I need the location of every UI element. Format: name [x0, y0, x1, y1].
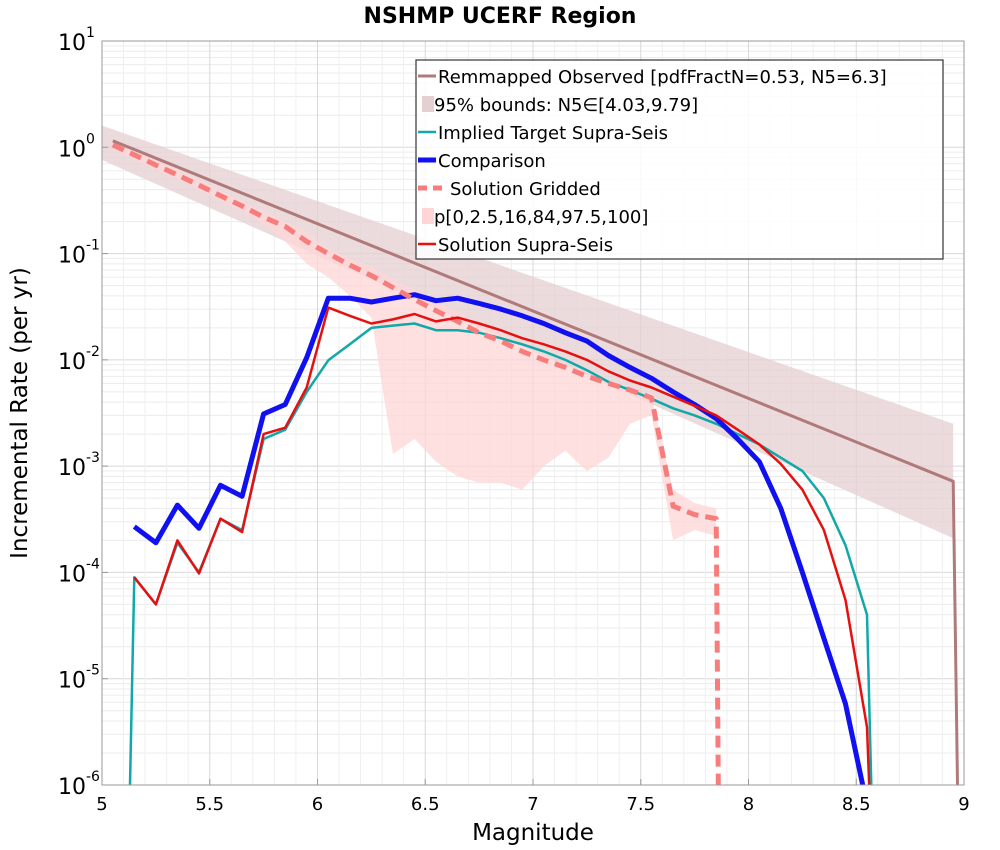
- y-tick-label: 10 0: [58, 131, 95, 162]
- x-axis-label: Magnitude: [472, 820, 594, 846]
- y-tick-exponent: -1: [86, 238, 100, 254]
- y-tick-exponent: -2: [86, 344, 100, 360]
- y-tick-exponent: -5: [86, 663, 100, 679]
- y-tick-label: 10 -5: [58, 663, 100, 694]
- x-tick-label: 6: [312, 794, 323, 815]
- x-tick-label: 5.5: [195, 794, 224, 815]
- plot-area: [102, 125, 959, 786]
- legend-item: Comparison: [418, 151, 546, 172]
- y-tick-label: 10 -4: [58, 556, 100, 587]
- x-tick-label: 7.5: [626, 794, 655, 815]
- legend-item: Implied Target Supra-Seis: [418, 123, 668, 144]
- legend-item: p[0,2.5,16,84,97.5,100]: [422, 207, 648, 228]
- legend-label: 95% bounds: N5∈[4.03,9.79]: [434, 95, 698, 116]
- x-tick-label: 9: [958, 794, 969, 815]
- y-tick-label: 10 -6: [58, 769, 100, 800]
- y-tick-base: 10: [58, 350, 86, 375]
- series-4-line: [132, 292, 866, 786]
- legend-label: p[0,2.5,16,84,97.5,100]: [434, 207, 648, 228]
- legend-swatch: [422, 96, 434, 112]
- x-axis: 5 5.5 6 6.5 7 7.5 8 8.5 9: [96, 779, 970, 815]
- y-tick-base: 10: [58, 31, 86, 56]
- legend-label: Implied Target Supra-Seis: [438, 123, 668, 144]
- y-tick-exponent: -3: [86, 450, 100, 466]
- x-tick-label: 8.5: [842, 794, 871, 815]
- legend-item: Solution Supra-Seis: [418, 235, 613, 256]
- legend-item: 95% bounds: N5∈[4.03,9.79]: [422, 95, 698, 116]
- y-tick-label: 10 1: [58, 25, 95, 56]
- y-tick-label: 10 -2: [58, 344, 100, 375]
- legend-item: Solution Gridded: [418, 179, 601, 200]
- legend-swatch: [422, 208, 434, 224]
- legend: Remmapped Observed [pdfFractN=0.53, N5=6…: [415, 59, 944, 260]
- y-tick-label: 10 -3: [58, 450, 100, 481]
- series-0-line: [112, 139, 959, 786]
- legend-label: Remmapped Observed [pdfFractN=0.53, N5=6…: [438, 67, 887, 88]
- series-5-line: [111, 142, 721, 786]
- x-tick-label: 7: [527, 794, 538, 815]
- y-tick-exponent: -4: [86, 556, 100, 572]
- y-tick-base: 10: [58, 669, 86, 694]
- y-tick-base: 10: [58, 137, 86, 162]
- x-tick-label: 5: [96, 794, 107, 815]
- series-6-line: [133, 306, 871, 786]
- y-tick-base: 10: [58, 456, 86, 481]
- y-tick-exponent: 0: [86, 131, 95, 147]
- x-tick-label: 6.5: [411, 794, 440, 815]
- legend-label: Solution Supra-Seis: [438, 235, 613, 256]
- y-tick-exponent: -6: [86, 769, 100, 785]
- chart-title: NSHMP UCERF Region: [364, 4, 637, 29]
- series-2-band: [112, 140, 717, 541]
- legend-label: Solution Gridded: [450, 179, 601, 200]
- y-tick-base: 10: [58, 244, 86, 269]
- y-tick-label: 10 -1: [58, 238, 100, 269]
- y-tick-exponent: 1: [86, 25, 95, 41]
- legend-box: [415, 59, 944, 260]
- legend-item: Remmapped Observed [pdfFractN=0.53, N5=6…: [418, 67, 887, 88]
- x-tick-label: 8: [743, 794, 754, 815]
- y-axis-label: Incremental Rate (per yr): [7, 267, 33, 559]
- legend-label: Comparison: [438, 151, 546, 172]
- y-tick-base: 10: [58, 562, 86, 587]
- y-tick-base: 10: [58, 775, 86, 800]
